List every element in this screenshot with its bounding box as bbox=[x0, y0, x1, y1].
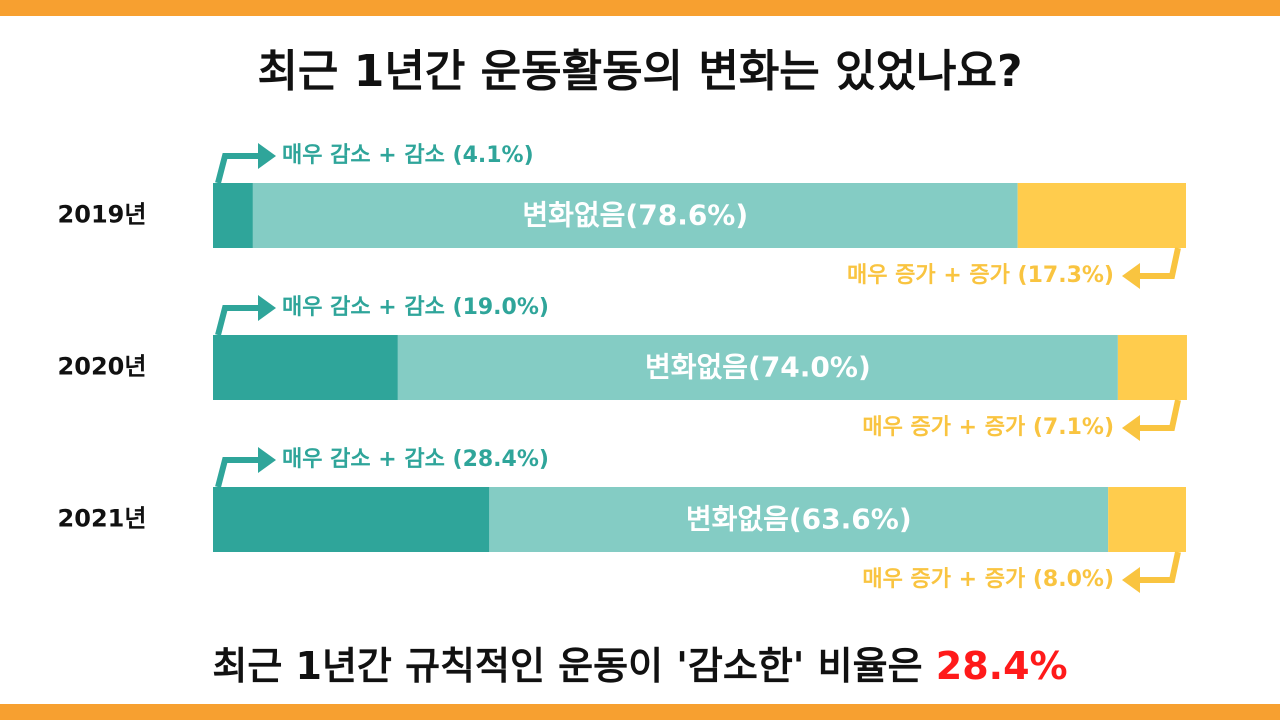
category-label: 2020년 bbox=[58, 353, 147, 381]
value-label: 매우 증가 + 증가 (7.1%) bbox=[862, 415, 1114, 440]
value-label: 매우 감소 + 감소 (4.1%) bbox=[282, 143, 534, 168]
category-label: 2019년 bbox=[58, 201, 147, 229]
footer-highlight: 28.4% bbox=[936, 644, 1068, 688]
chart-title: 최근 1년간 운동활동의 변화는 있었나요? bbox=[257, 46, 1022, 97]
arrow bbox=[215, 305, 262, 336]
value-label: 매우 감소 + 감소 (19.0%) bbox=[282, 295, 549, 320]
bar-segment bbox=[252, 183, 1018, 248]
bar-segment bbox=[1108, 487, 1186, 552]
footer: 최근 1년간 규칙적인 운동이 '감소한' 비율은 28.4% bbox=[212, 644, 1067, 688]
arrow bbox=[1138, 551, 1181, 583]
arrow-head bbox=[258, 143, 276, 169]
value-label: 변화없음(74.0%) bbox=[645, 351, 871, 384]
bar-segment bbox=[1117, 335, 1187, 400]
arrow bbox=[1138, 247, 1181, 279]
value-label: 매우 증가 + 증가 (17.3%) bbox=[847, 263, 1114, 288]
arrow-head bbox=[1122, 263, 1140, 289]
value-label: 변화없음(63.6%) bbox=[686, 503, 912, 536]
bar-segment bbox=[397, 335, 1118, 400]
arrow-head bbox=[258, 295, 276, 321]
bar-segment bbox=[1017, 183, 1186, 248]
bar-segment bbox=[213, 487, 490, 552]
category-label: 2021년 bbox=[58, 505, 147, 533]
bottom-stripe bbox=[0, 704, 1280, 720]
bar-segment bbox=[213, 335, 398, 400]
arrow-head bbox=[1122, 567, 1140, 593]
bar-segment bbox=[489, 487, 1109, 552]
arrow bbox=[1138, 399, 1181, 431]
footer-text: 최근 1년간 규칙적인 운동이 '감소한' 비율은 bbox=[212, 644, 922, 688]
arrow bbox=[215, 153, 262, 184]
value-label: 변화없음(78.6%) bbox=[522, 199, 748, 232]
arrow-head bbox=[258, 447, 276, 473]
arrow-head bbox=[1122, 415, 1140, 441]
value-label: 매우 감소 + 감소 (28.4%) bbox=[282, 447, 549, 472]
value-label: 매우 증가 + 증가 (8.0%) bbox=[862, 567, 1114, 592]
top-stripe bbox=[0, 0, 1280, 16]
bar-segment bbox=[213, 183, 253, 248]
arrow bbox=[215, 457, 262, 488]
